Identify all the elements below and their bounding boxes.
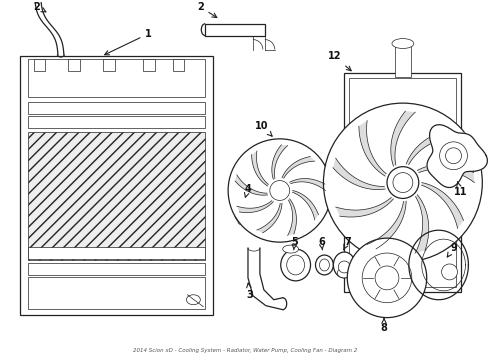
Text: 4: 4 bbox=[245, 184, 251, 197]
Ellipse shape bbox=[319, 259, 329, 271]
Polygon shape bbox=[416, 195, 429, 253]
Polygon shape bbox=[282, 157, 315, 178]
Polygon shape bbox=[237, 201, 273, 213]
Text: 11: 11 bbox=[454, 182, 467, 198]
Text: 5: 5 bbox=[291, 237, 298, 250]
Bar bbox=[103, 59, 115, 71]
Ellipse shape bbox=[237, 195, 253, 206]
Text: 1: 1 bbox=[105, 28, 152, 55]
Text: 7: 7 bbox=[343, 237, 351, 250]
Text: 3: 3 bbox=[246, 283, 253, 300]
Circle shape bbox=[338, 261, 350, 273]
Text: 6: 6 bbox=[318, 237, 325, 250]
Ellipse shape bbox=[281, 249, 311, 281]
Ellipse shape bbox=[234, 197, 256, 224]
Circle shape bbox=[393, 173, 413, 193]
Text: 10: 10 bbox=[255, 121, 272, 136]
Bar bbox=[33, 59, 46, 71]
Circle shape bbox=[270, 181, 290, 201]
Polygon shape bbox=[257, 203, 282, 233]
Polygon shape bbox=[367, 201, 406, 249]
Polygon shape bbox=[421, 183, 464, 229]
Text: 2: 2 bbox=[197, 2, 217, 18]
Polygon shape bbox=[272, 145, 288, 179]
Polygon shape bbox=[391, 111, 416, 166]
Polygon shape bbox=[290, 179, 325, 190]
Bar bbox=[27, 116, 205, 128]
Ellipse shape bbox=[287, 255, 305, 275]
Bar bbox=[20, 57, 213, 315]
Bar bbox=[27, 59, 205, 97]
Polygon shape bbox=[252, 151, 269, 186]
Circle shape bbox=[362, 253, 412, 303]
Bar bbox=[27, 263, 205, 275]
Bar bbox=[205, 24, 265, 36]
Circle shape bbox=[375, 266, 399, 290]
Ellipse shape bbox=[333, 252, 355, 278]
Circle shape bbox=[228, 139, 331, 242]
Bar bbox=[27, 132, 205, 260]
Ellipse shape bbox=[392, 39, 414, 49]
Polygon shape bbox=[359, 121, 386, 176]
Ellipse shape bbox=[283, 245, 298, 253]
Text: 8: 8 bbox=[381, 319, 388, 333]
Polygon shape bbox=[288, 199, 296, 235]
Bar bbox=[143, 59, 155, 71]
Text: 9: 9 bbox=[447, 243, 457, 257]
Circle shape bbox=[441, 264, 458, 280]
Bar bbox=[349, 78, 457, 287]
Text: 2014 Scion xD - Cooling System - Radiator, Water Pump, Cooling Fan - Diagram 2: 2014 Scion xD - Cooling System - Radiato… bbox=[133, 348, 357, 354]
Bar bbox=[344, 73, 462, 292]
Circle shape bbox=[440, 142, 467, 170]
Polygon shape bbox=[417, 164, 474, 183]
Bar bbox=[27, 102, 205, 114]
Circle shape bbox=[323, 103, 482, 262]
Polygon shape bbox=[293, 190, 318, 220]
Polygon shape bbox=[235, 175, 268, 195]
Ellipse shape bbox=[316, 255, 333, 275]
Bar bbox=[172, 59, 184, 71]
Circle shape bbox=[347, 238, 427, 318]
Polygon shape bbox=[333, 158, 385, 190]
Text: 12: 12 bbox=[328, 51, 351, 71]
Ellipse shape bbox=[337, 268, 351, 278]
Ellipse shape bbox=[238, 219, 252, 225]
Bar bbox=[27, 247, 205, 259]
Bar bbox=[27, 277, 205, 309]
Polygon shape bbox=[336, 197, 393, 217]
Bar bbox=[68, 59, 80, 71]
Polygon shape bbox=[406, 130, 458, 165]
Bar bbox=[395, 45, 411, 77]
Ellipse shape bbox=[186, 295, 200, 305]
Text: 2: 2 bbox=[33, 2, 46, 12]
Circle shape bbox=[387, 167, 419, 198]
Polygon shape bbox=[427, 125, 488, 188]
Circle shape bbox=[445, 148, 462, 164]
